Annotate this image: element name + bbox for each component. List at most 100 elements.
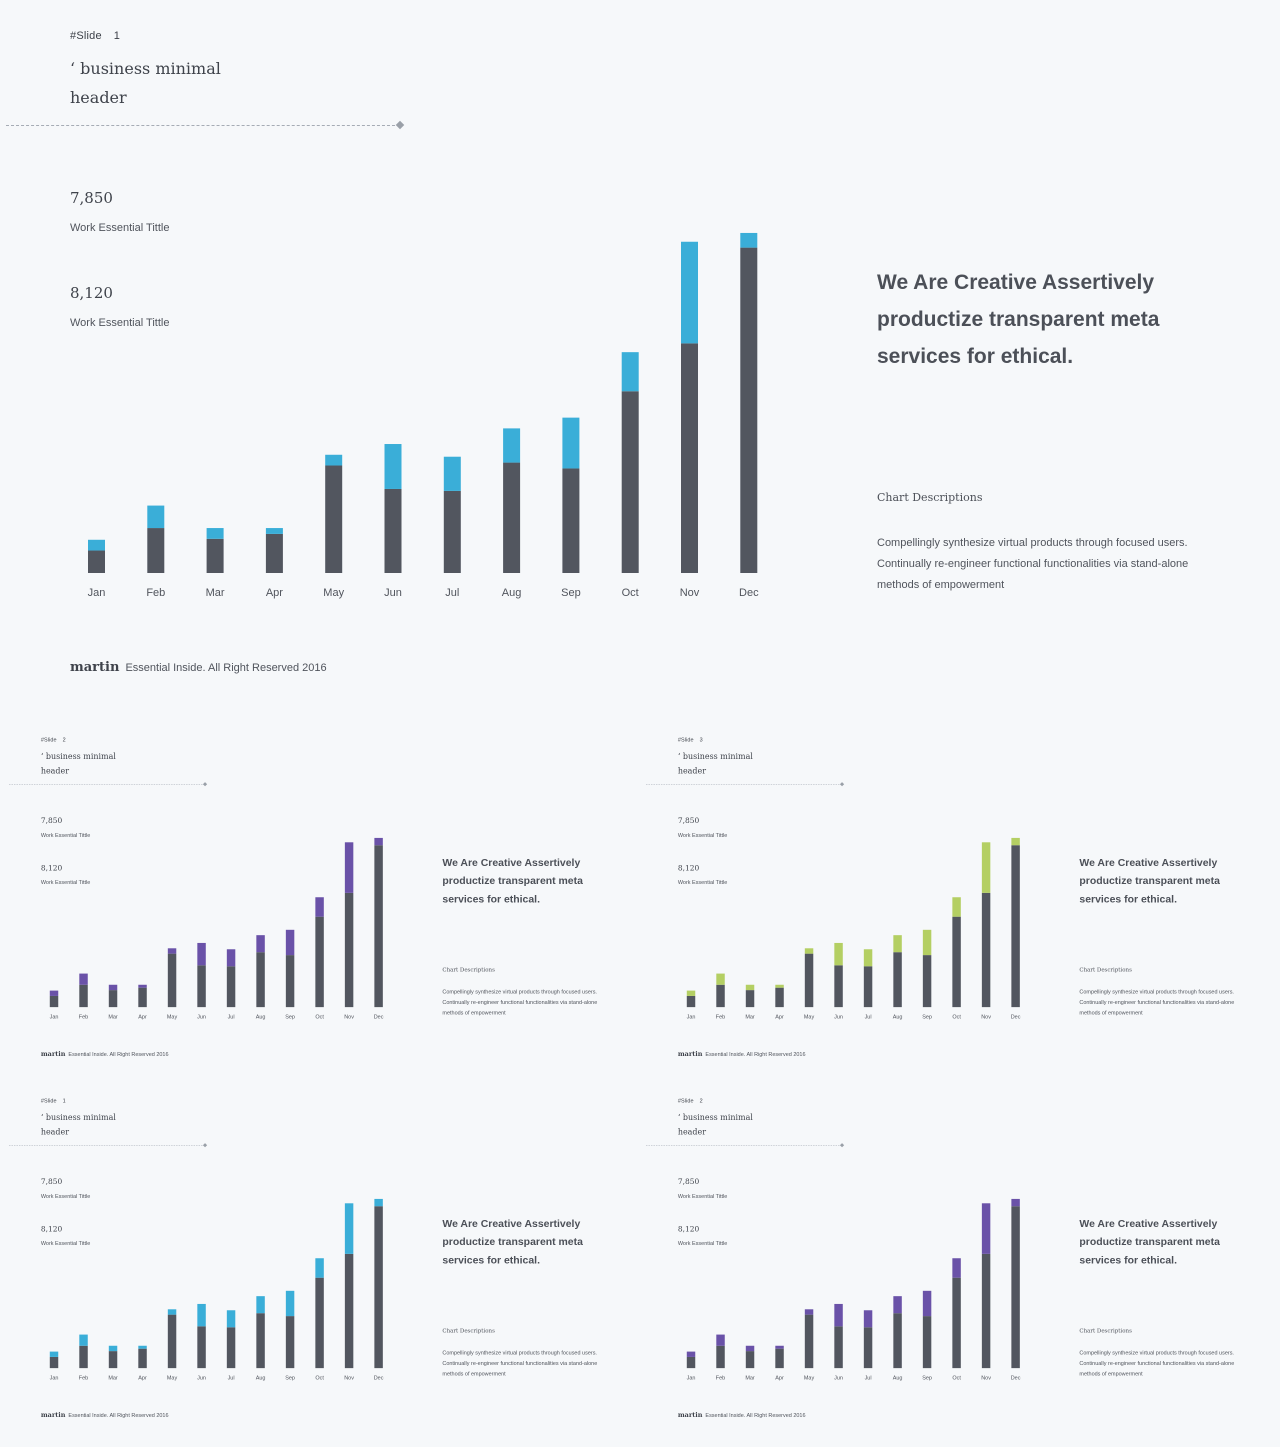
chart-description-body: Compellingly synthesize virtual products… [442, 1350, 598, 1378]
bar-dec-base [740, 247, 758, 573]
bar-oct-base [315, 1277, 324, 1369]
x-tick-label: Feb [79, 1376, 88, 1382]
bar-jul-base [863, 1327, 873, 1369]
bar-apr-top [138, 984, 147, 988]
bar-jun-base [834, 1326, 843, 1369]
x-tick-label: Nov [981, 1376, 991, 1382]
bar-nov-top [344, 842, 354, 893]
bar-aug-base [893, 1313, 902, 1369]
footer-brand: martin [40, 1050, 66, 1058]
bar-feb-base [79, 984, 88, 1008]
slide-tag: #Slide 3 [678, 737, 703, 743]
slide-header: ‘ business minimal header [678, 1110, 753, 1139]
slide-number: 1 [62, 1097, 66, 1104]
bar-jun-base [384, 488, 402, 573]
stat-2-value: 8,120 [677, 863, 700, 873]
bar-aug-base [256, 952, 265, 1008]
bar-jul-top [226, 1310, 236, 1328]
stat-1-value: 7,850 [40, 1177, 63, 1187]
x-tick-label: Dec [374, 1015, 384, 1021]
bar-jul-base [226, 966, 236, 1008]
slide-header-line1: ‘ business minimal [40, 751, 116, 761]
bar-oct-top [952, 897, 961, 917]
headline: We Are Creative Assertively productize t… [442, 856, 583, 906]
bar-may-top [325, 454, 343, 466]
bar-nov-top [344, 1203, 354, 1254]
bar-sep-top [285, 929, 295, 956]
bar-jan-top [686, 1351, 696, 1357]
bar-jun-base [834, 965, 843, 1008]
bar-sep-base [285, 1316, 295, 1369]
footer-brand: martin [70, 660, 120, 675]
x-tick-label: Apr [775, 1376, 784, 1382]
bar-jul-base [443, 490, 461, 573]
x-tick-label: Sep [922, 1015, 932, 1021]
stat-1-label: Work Essential Tittle [70, 222, 170, 234]
bar-sep-top [922, 929, 932, 956]
x-tick-label: Apr [775, 1015, 784, 1021]
bar-feb-top [716, 1334, 725, 1346]
bar-mar-base [108, 1351, 118, 1369]
bar-oct-top [621, 352, 639, 392]
bar-mar-top [206, 528, 224, 539]
slide-thumb-3[interactable]: #Slide 3 ‘ business minimal header 7,850 … [643, 722, 1280, 1083]
slide-canvas: #Slide 1 ‘ business minimal header 7,850 … [0, 0, 1280, 722]
slide-tag-text: #Slide [677, 736, 694, 743]
x-tick-label: Aug [893, 1376, 903, 1382]
slide-thumb-4[interactable]: #Slide 1 ‘ business minimal header 7,850 … [6, 1083, 643, 1444]
x-tick-label: Jul [228, 1015, 235, 1021]
slide-canvas: #Slide 1 ‘ business minimal header 7,850 … [6, 1083, 643, 1442]
x-tick-label: Jun [197, 1376, 206, 1382]
footer-text: Essential Inside. All Right Reserved 201… [68, 1412, 169, 1419]
slide-number: 2 [62, 736, 66, 743]
bar-jul-top [863, 1310, 873, 1328]
bar-dec-top [1011, 837, 1020, 846]
bar-nov-base [344, 892, 354, 1008]
bar-apr-base [138, 1348, 147, 1369]
slide-number: 3 [699, 736, 703, 743]
bar-jun-base [197, 965, 206, 1008]
bar-dec-base [1011, 845, 1020, 1008]
bar-oct-top [315, 1258, 324, 1278]
slide-header-line2: header [70, 88, 127, 107]
bar-may-top [167, 948, 177, 954]
x-tick-label: Dec [1011, 1015, 1021, 1021]
slide-tag-text: #Slide [40, 736, 57, 743]
chart-description-body: Compellingly synthesize virtual products… [442, 989, 598, 1017]
x-tick-label: Dec [739, 587, 759, 599]
x-tick-label: Mar [108, 1015, 118, 1021]
slide-header-line1: ‘ business minimal [677, 1112, 753, 1122]
x-tick-label: Oct [952, 1376, 961, 1382]
headline: We Are Creative Assertively productize t… [442, 1217, 583, 1267]
bar-mar-base [206, 538, 224, 573]
bar-may-base [167, 953, 177, 1008]
bar-sep-base [922, 1316, 932, 1369]
bar-sep-top [922, 1290, 932, 1317]
slide-thumb-5[interactable]: #Slide 2 ‘ business minimal header 7,850 … [643, 1083, 1280, 1444]
slide-thumb-2[interactable]: #Slide 2 ‘ business minimal header 7,850 … [6, 722, 643, 1083]
x-tick-label: Jun [834, 1376, 843, 1382]
stat-2-value: 8,120 [40, 863, 63, 873]
bar-feb-base [716, 984, 725, 1008]
bar-mar-top [108, 1345, 118, 1352]
footer-text: Essential Inside. All Right Reserved 201… [125, 662, 327, 674]
x-tick-label: Dec [374, 1376, 384, 1382]
headline: We Are Creative Assertively productize t… [877, 271, 1160, 368]
stat-2-value: 8,120 [40, 1224, 63, 1234]
bar-nov-base [981, 892, 991, 1008]
x-tick-label: Nov [344, 1376, 354, 1382]
x-tick-label: Jan [50, 1015, 59, 1021]
bar-chart: Jan Feb Mar Apr May Jun Jul Aug Sep Oct Nov Dec [687, 837, 1021, 1021]
bar-jan-base [686, 1356, 696, 1369]
bar-dec-top [374, 837, 383, 846]
x-tick-label: Jul [445, 587, 459, 599]
bar-jan-base [49, 1356, 59, 1369]
bar-feb-base [79, 1345, 88, 1369]
bar-may-base [167, 1314, 177, 1369]
bar-apr-top [775, 1345, 784, 1349]
x-tick-label: May [167, 1015, 178, 1021]
bar-may-top [167, 1309, 177, 1315]
bar-jun-top [834, 942, 843, 966]
x-tick-label: Jan [687, 1015, 696, 1021]
slide-header-line1: ‘ business minimal [40, 1112, 116, 1122]
